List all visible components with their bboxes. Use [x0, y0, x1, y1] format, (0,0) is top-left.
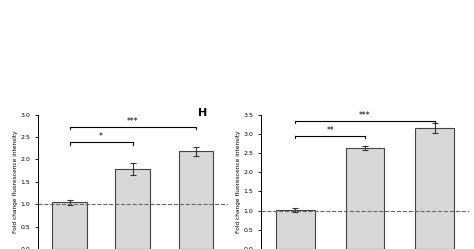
Text: Chond’nase fix: Chond’nase fix	[251, 3, 295, 8]
Ellipse shape	[5, 68, 24, 90]
Ellipse shape	[13, 30, 35, 54]
Text: ***: ***	[359, 111, 371, 120]
Ellipse shape	[81, 49, 95, 65]
Bar	[52, 202, 87, 249]
Ellipse shape	[198, 26, 210, 39]
Ellipse shape	[187, 49, 201, 65]
Y-axis label: Fold change fluorescence intensity: Fold change fluorescence intensity	[13, 130, 18, 233]
Text: Hyal   SF: Hyal SF	[93, 3, 119, 8]
Text: **: **	[326, 125, 334, 134]
Ellipse shape	[109, 56, 128, 76]
Ellipse shape	[79, 24, 91, 37]
Bar	[276, 210, 315, 249]
Bar	[346, 148, 384, 249]
Text: *: *	[99, 132, 103, 141]
Text: 0    10: 0 10	[14, 91, 26, 95]
Text: Chond’nase SF: Chond’nase SF	[330, 3, 374, 8]
Text: A: A	[5, 3, 10, 12]
Bar	[415, 128, 454, 249]
Ellipse shape	[122, 35, 134, 48]
Y-axis label: Fold change fluorescence intensity: Fold change fluorescence intensity	[236, 130, 241, 233]
Text: F: F	[400, 3, 405, 12]
Ellipse shape	[93, 26, 110, 44]
Text: D: D	[242, 3, 248, 12]
Text: Vehicle SF: Vehicle SF	[172, 3, 202, 8]
Text: 0    10: 0 10	[171, 91, 182, 95]
Text: B: B	[84, 3, 90, 12]
Bar	[179, 151, 213, 249]
Text: HI Chond’nase: HI Chond’nase	[409, 3, 452, 8]
Ellipse shape	[36, 23, 50, 38]
Text: Hyal  fix: Hyal fix	[14, 3, 38, 8]
Ellipse shape	[44, 52, 61, 71]
Text: E: E	[320, 3, 326, 12]
Ellipse shape	[156, 61, 175, 81]
Text: ***: ***	[127, 117, 138, 126]
Ellipse shape	[165, 33, 181, 50]
Text: H: H	[198, 108, 208, 118]
Ellipse shape	[92, 72, 107, 86]
Text: C: C	[163, 3, 168, 12]
Text: 0    10: 0 10	[92, 91, 104, 95]
Bar	[115, 169, 150, 249]
